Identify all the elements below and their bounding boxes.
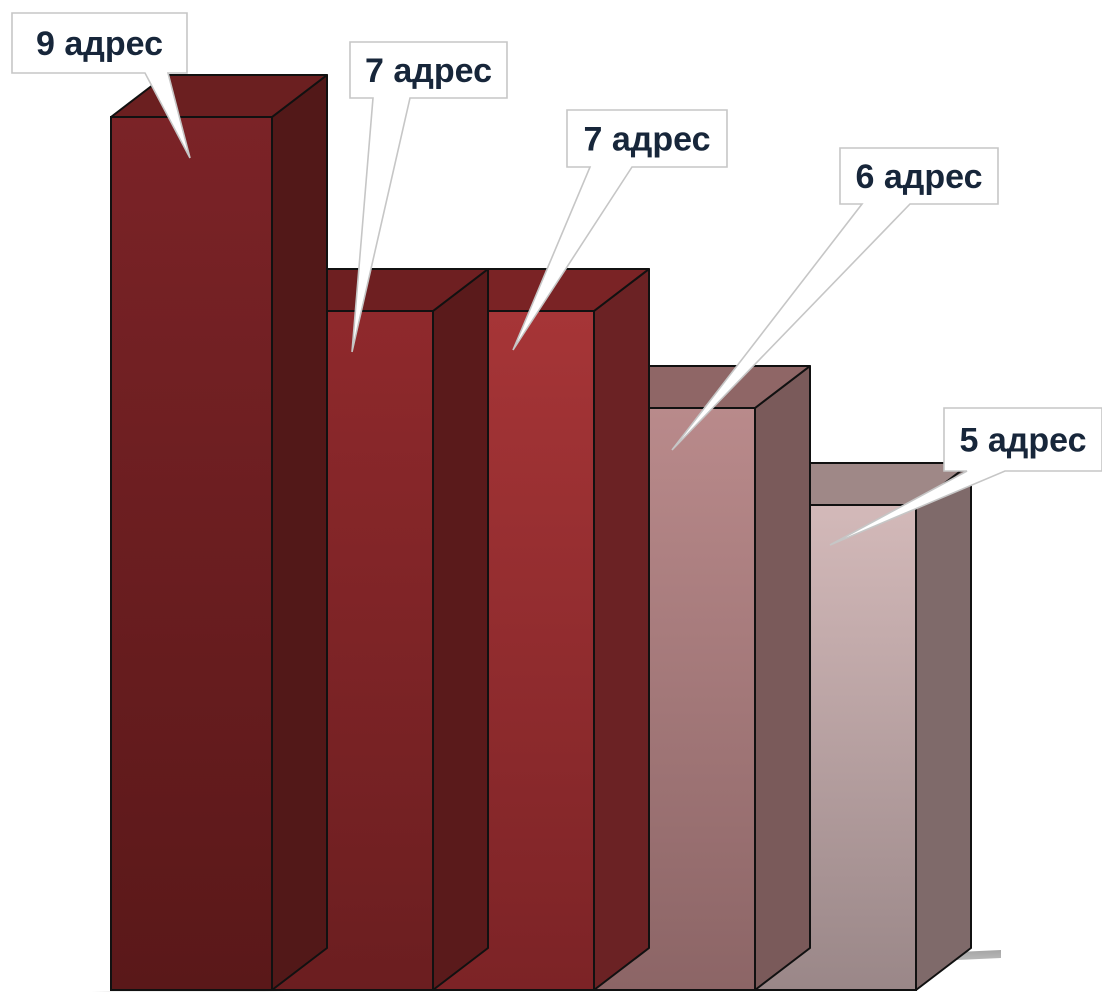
bar-side-face <box>593 268 650 991</box>
data-label-text: 5 адрес <box>960 422 1087 460</box>
bar <box>110 74 328 991</box>
callout-shape <box>671 147 999 451</box>
data-label-text: 6 адрес <box>856 158 983 196</box>
data-label-text: 7 адрес <box>365 52 492 90</box>
data-label-callout: 9 адрес <box>11 12 191 159</box>
bar-side-face <box>432 268 489 991</box>
bars <box>110 74 972 991</box>
data-label-callout: 5 адрес <box>829 407 1102 546</box>
data-label-callout: 6 адрес <box>671 147 999 451</box>
data-label-callout: 7 адрес <box>512 109 728 351</box>
bar-side-face <box>754 365 811 991</box>
callout-shape <box>512 109 728 351</box>
data-label-text: 7 адрес <box>584 121 711 159</box>
data-label-text: 9 адрес <box>36 25 163 63</box>
bar-front-face <box>110 116 273 991</box>
bar <box>271 268 489 991</box>
data-labels: 9 адрес 7 адрес 7 адрес 6 адрес 5 адрес <box>11 12 1102 546</box>
callout-shape <box>829 407 1102 546</box>
bar-side-face <box>915 462 972 991</box>
callout-shape <box>11 12 191 159</box>
bar-side-face <box>271 74 328 991</box>
data-label-callout: 7 адрес <box>349 41 508 353</box>
callout-shape <box>349 41 508 353</box>
